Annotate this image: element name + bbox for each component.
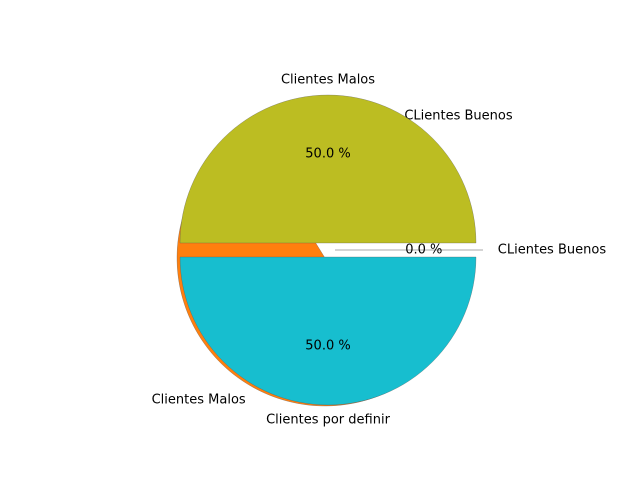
slice-percent: 50.0 % — [305, 147, 350, 162]
slice-label: CLientes Buenos — [498, 243, 607, 258]
pie-slice — [179, 94, 477, 244]
slice-label: Clientes Malos — [152, 393, 246, 408]
slice-label: CLientes Buenos — [404, 108, 513, 123]
slice-label: Clientes por definir — [266, 412, 391, 427]
slice-label: Clientes Malos — [281, 73, 375, 88]
slice-percent: 0.0 % — [405, 243, 442, 258]
slice-percent: 50.0 % — [305, 338, 350, 353]
pie-slice — [179, 256, 477, 406]
